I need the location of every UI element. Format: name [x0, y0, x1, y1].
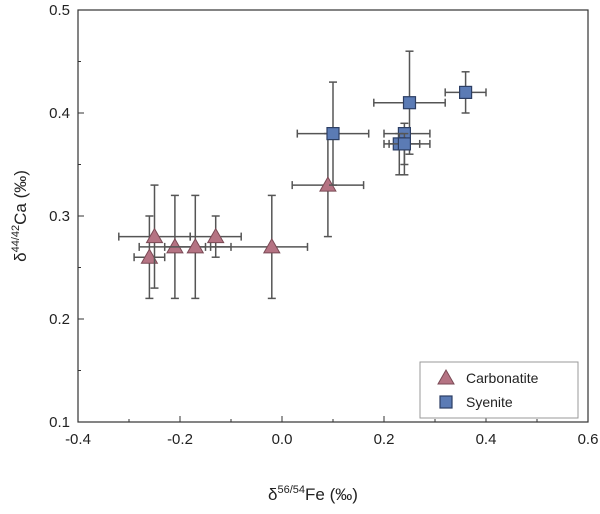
legend-marker-syenite: [439, 395, 453, 409]
y-axis-label: δ44/42Ca (‰): [10, 170, 30, 262]
data-point: [145, 227, 164, 244]
x-tick-label: -0.4: [65, 431, 91, 448]
y-tick-label: 0.5: [49, 2, 70, 19]
data-point: [262, 237, 281, 254]
data-point: [166, 237, 184, 254]
data-point: [326, 126, 340, 141]
legend: Carbonatite Syenite: [419, 361, 579, 419]
y-tick-label: 0.2: [49, 311, 70, 328]
series-syenite: [296, 50, 487, 186]
x-tick-label: 0.0: [272, 431, 293, 448]
data-point: [397, 137, 411, 151]
data-point: [402, 96, 417, 110]
x-axis-label: δ56/54Fe (‰): [268, 484, 358, 504]
x-tick-label: 0.6: [578, 431, 599, 448]
x-tick-label: 0.4: [476, 431, 497, 448]
data-point: [186, 237, 205, 254]
y-tick-label: 0.4: [49, 105, 70, 122]
legend-label: Syenite: [466, 394, 513, 410]
data-point: [319, 176, 337, 192]
data-point: [459, 85, 473, 100]
y-tick-label: 0.3: [49, 208, 70, 225]
x-tick-label: -0.2: [167, 431, 193, 448]
data-point: [206, 227, 225, 244]
y-tick-label: 0.1: [49, 414, 70, 431]
series-carbonatite: [118, 132, 365, 300]
legend-label: Carbonatite: [466, 370, 539, 386]
data-point: [140, 248, 159, 264]
x-tick-label: 0.2: [374, 431, 395, 448]
legend-marker-carbonatite: [437, 368, 455, 385]
